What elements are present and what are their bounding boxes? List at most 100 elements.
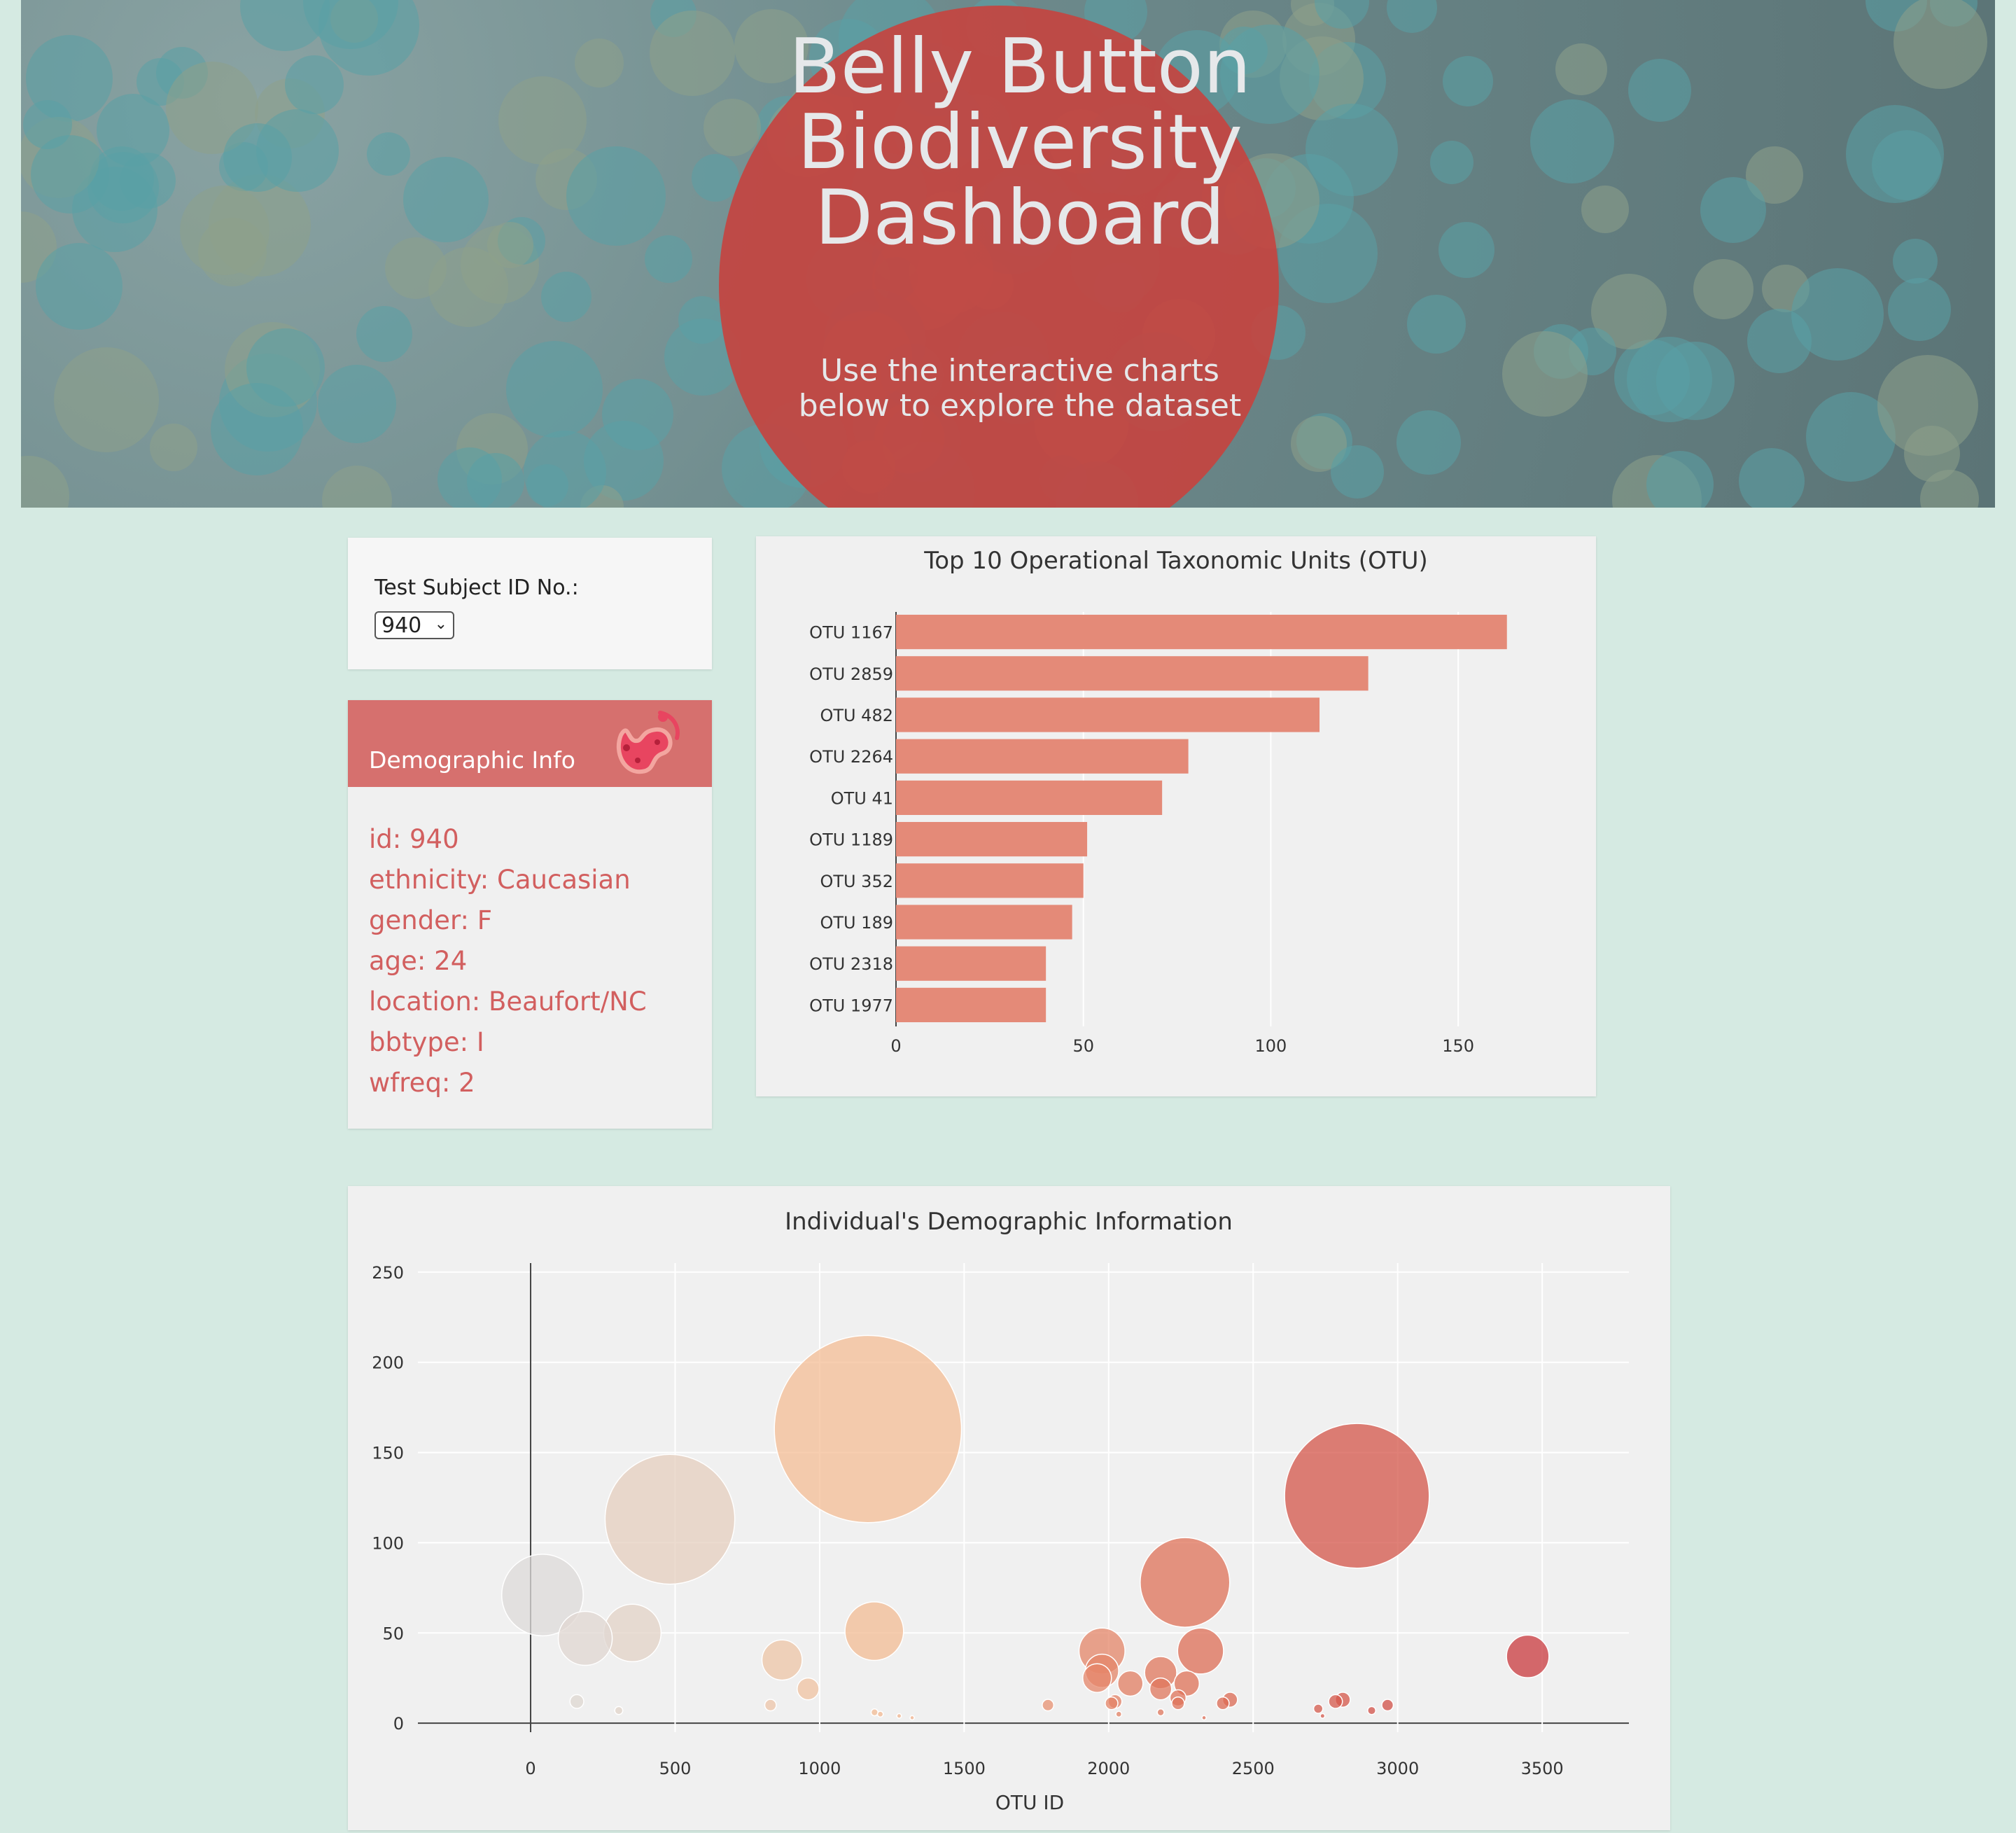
otu-bubble[interactable] <box>844 1601 904 1661</box>
otu-bubble[interactable] <box>1312 1703 1324 1714</box>
bacteria-cell-shape <box>1747 309 1812 373</box>
demo-item-bbtype: bbtype: I <box>369 1027 484 1057</box>
otu-bar[interactable] <box>896 987 1046 1022</box>
bacteria-cell-shape <box>180 186 270 275</box>
bacteria-cell-shape <box>318 365 396 443</box>
bacteria-cell-shape <box>403 157 489 242</box>
bacteria-cell-shape <box>428 247 508 327</box>
bacteria-cell-shape <box>211 383 303 475</box>
otu-bubble[interactable] <box>1381 1699 1394 1712</box>
bacteria-cell-shape <box>1306 104 1398 196</box>
bacteria-cell-shape <box>1396 410 1461 475</box>
bar-x-tick-label: 150 <box>1442 1036 1474 1056</box>
otu-bar[interactable] <box>896 739 1189 774</box>
otu-bubble[interactable] <box>1506 1634 1550 1678</box>
bacteria-cell-shape <box>1888 278 1951 341</box>
otu-bubble[interactable] <box>1201 1715 1207 1721</box>
otu-bubble[interactable] <box>603 1603 662 1663</box>
bacteria-cell-shape <box>1920 470 1979 508</box>
bar-category-label: OTU 482 <box>820 706 893 725</box>
otu-bar[interactable] <box>896 863 1084 898</box>
page-title: Belly Button Biodiversity Dashboard <box>788 23 1252 262</box>
bacteria-cell-shape <box>356 306 412 362</box>
bacteria-cell-shape <box>498 76 587 165</box>
otu-bar[interactable] <box>896 905 1072 940</box>
otu-bubble[interactable] <box>1367 1706 1377 1715</box>
otu-bubble[interactable] <box>797 1677 820 1701</box>
bacteria-cell-shape <box>1331 445 1384 499</box>
otu-bubble[interactable] <box>876 1710 884 1718</box>
otu-bubble[interactable] <box>1042 1699 1055 1712</box>
bacteria-cell-shape <box>1628 59 1691 122</box>
bubble-x-tick-label: 500 <box>659 1759 692 1778</box>
bar-chart-title: Top 10 Operational Taxonomic Units (OTU) <box>923 547 1428 575</box>
otu-bubble-chart[interactable]: Individual's Demographic Information 0 50… <box>348 1186 1670 1830</box>
bubble-y-tick-label: 250 <box>372 1263 404 1283</box>
bacteria-cell-shape <box>285 55 344 114</box>
bacteria-cell-shape <box>575 39 624 88</box>
otu-bar[interactable] <box>896 946 1046 981</box>
subject-id-selected-value: 940 <box>382 613 422 638</box>
bubble-y-tick-label: 50 <box>382 1624 404 1643</box>
subject-id-select[interactable]: 940 ⌄ <box>374 611 454 639</box>
otu-bar[interactable] <box>896 780 1163 815</box>
otu-bubble[interactable] <box>557 1610 613 1666</box>
otu-bubble[interactable] <box>1284 1423 1430 1569</box>
otu-bar[interactable] <box>896 822 1088 857</box>
bacteria-cell-shape <box>692 154 739 202</box>
bacteria-cell-shape <box>602 379 673 450</box>
bacteria-cell-shape <box>1846 105 1944 203</box>
otu-bubble[interactable] <box>1105 1696 1119 1710</box>
demographic-info-panel: Demographic Info id: 940 ethnicity: Cauc… <box>348 700 712 1129</box>
bacteria-cell-shape <box>31 135 109 214</box>
demo-item-age: age: 24 <box>369 946 468 976</box>
bacteria-cell-shape <box>1387 0 1437 33</box>
otu-bubble[interactable] <box>761 1639 803 1681</box>
otu-bubble[interactable] <box>1216 1696 1230 1710</box>
bubble-x-tick-label: 1500 <box>943 1759 986 1778</box>
bacteria-cell-shape <box>650 11 735 96</box>
otu-bubble[interactable] <box>500 1554 584 1637</box>
otu-bar[interactable] <box>896 656 1368 691</box>
demo-item-gender: gender: F <box>369 905 493 935</box>
bacteria-cell-shape <box>566 146 666 246</box>
bacteria-cell-shape <box>1739 448 1805 508</box>
otu-bubble[interactable] <box>1320 1713 1326 1719</box>
bubble-y-tick-label: 150 <box>372 1444 404 1463</box>
otu-bubble[interactable] <box>604 1454 736 1585</box>
bar-x-tick-label: 50 <box>1072 1036 1094 1056</box>
otu-bubble[interactable] <box>1156 1708 1165 1717</box>
bacteria-cell-shape <box>1700 177 1766 243</box>
bubble-y-tick-label: 100 <box>372 1533 404 1553</box>
otu-bubble[interactable] <box>896 1713 902 1719</box>
otu-bubble[interactable] <box>614 1706 624 1715</box>
bubble-x-tick-label: 3000 <box>1376 1759 1419 1778</box>
otu-bubble[interactable] <box>569 1694 584 1709</box>
otu-bar[interactable] <box>896 615 1507 650</box>
demo-item-location: location: Beaufort/NC <box>369 987 647 1017</box>
otu-bubble[interactable] <box>1328 1694 1343 1709</box>
bacteria-cell-shape <box>1502 331 1588 417</box>
bacteria-cell-shape <box>1627 337 1712 422</box>
bacteria-cell-shape <box>1877 355 1978 456</box>
bacteria-cell-shape <box>487 222 533 268</box>
otu-bubble[interactable] <box>774 1334 962 1524</box>
bacteria-cell-shape <box>664 319 741 396</box>
otu-bubble[interactable] <box>909 1715 915 1721</box>
otu-bubble[interactable] <box>1116 1670 1144 1697</box>
hero-subtitle-line1: Use the interactive charts <box>820 353 1219 389</box>
otu-bubble[interactable] <box>1171 1696 1185 1710</box>
bacteria-cell-shape <box>734 9 808 83</box>
otu-bubble[interactable] <box>764 1699 777 1712</box>
otu-bubble[interactable] <box>1140 1537 1231 1628</box>
bubble-y-tick-label: 0 <box>393 1714 404 1734</box>
otu-bubble[interactable] <box>1149 1677 1172 1701</box>
top-otu-bar-chart[interactable]: Top 10 Operational Taxonomic Units (OTU)… <box>756 536 1596 1096</box>
bar-category-label: OTU 2318 <box>809 954 893 974</box>
otu-bubble[interactable] <box>1177 1627 1224 1675</box>
hero-title-circle <box>719 6 1279 508</box>
otu-bubble[interactable] <box>870 1708 879 1717</box>
otu-bubble[interactable] <box>1115 1710 1123 1718</box>
otu-bubble[interactable] <box>1082 1663 1112 1693</box>
otu-bar[interactable] <box>896 697 1320 732</box>
